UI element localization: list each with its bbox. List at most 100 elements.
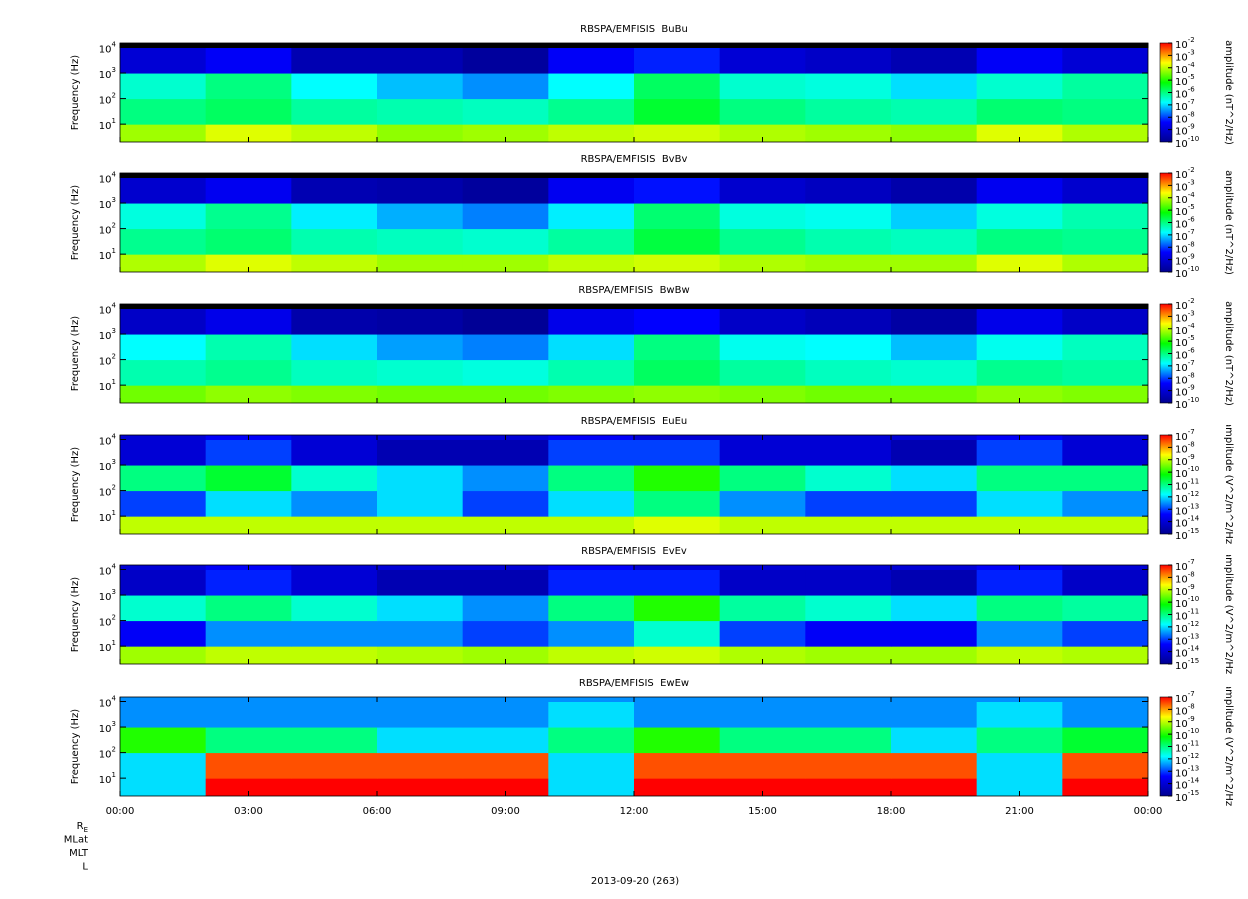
colorbar-tick-label: 10-8: [1175, 570, 1195, 585]
cell: [377, 701, 464, 728]
cell: [634, 435, 721, 440]
cell: [291, 304, 378, 309]
colorbar-tick-label-exponent: -7: [1188, 98, 1195, 106]
cell: [891, 569, 978, 596]
cell: [120, 254, 207, 272]
colorbar-tick-label: 10-12: [1175, 620, 1199, 635]
colorbar-tick-label-exponent: -10: [1188, 595, 1199, 603]
y-tick-label-base: 10: [99, 513, 112, 524]
cell: [291, 439, 378, 466]
cell: [377, 98, 464, 125]
cell: [891, 701, 978, 728]
cell: [291, 565, 378, 570]
ephemeris-label-text: L: [82, 862, 88, 873]
cell: [976, 47, 1063, 74]
cell: [548, 73, 635, 100]
colorbar-tick-label: 10-8: [1175, 110, 1195, 125]
cell: [377, 439, 464, 466]
cell: [719, 465, 806, 492]
cell: [976, 465, 1063, 492]
colorbar-tick-label-base: 10: [1175, 139, 1188, 150]
colorbar-tick-label: 10-11: [1175, 740, 1199, 755]
cell: [548, 646, 635, 664]
colorbar-label: amplitude (nT^2/Hz): [1223, 170, 1234, 275]
colorbar-tick-label-base: 10: [1175, 102, 1188, 113]
cell: [719, 203, 806, 230]
colorbar-tick-label-exponent: -8: [1188, 110, 1195, 118]
colorbar-tick-label: 10-14: [1175, 645, 1200, 660]
cell: [548, 727, 635, 754]
cell: [205, 727, 292, 754]
cell: [719, 124, 806, 142]
colorbar-tick-label-base: 10: [1175, 612, 1188, 623]
colorbar-tick-label-base: 10: [1175, 195, 1188, 206]
colorbar-tick-label-base: 10: [1175, 90, 1188, 101]
colorbar-tick-label: 10-10: [1175, 595, 1199, 610]
y-tick-label-exponent: 2: [112, 746, 116, 754]
cell: [291, 203, 378, 230]
colorbar-tick-label-exponent: -5: [1188, 203, 1195, 211]
cell: [805, 435, 892, 440]
cell: [891, 47, 978, 74]
cell: [891, 124, 978, 142]
cell: [805, 308, 892, 335]
cell: [1062, 569, 1148, 596]
y-tick-label-exponent: 3: [112, 720, 116, 728]
cell: [805, 727, 892, 754]
cell: [719, 254, 806, 272]
y-tick-label-base: 10: [99, 592, 112, 603]
colorbar-label: amplitude (V^2/m^2/Hz): [1223, 551, 1234, 678]
y-tick-label: 103: [99, 588, 116, 603]
colorbar-tick-label-base: 10: [1175, 257, 1188, 268]
colorbar-tick-label-base: 10: [1175, 781, 1188, 792]
cell: [548, 465, 635, 492]
cell: [891, 308, 978, 335]
cell: [976, 490, 1063, 517]
y-tick-label: 104: [99, 694, 117, 709]
cell: [891, 173, 978, 178]
cell: [377, 334, 464, 361]
cell: [205, 47, 292, 74]
y-tick-label-exponent: 1: [112, 378, 116, 386]
y-tick-label-exponent: 1: [112, 247, 116, 255]
colorbar-tick-label: 10-11: [1175, 478, 1199, 493]
colorbar-tick-label-exponent: -9: [1188, 715, 1195, 723]
cell: [120, 43, 207, 48]
cell: [462, 47, 549, 74]
cell: [1062, 701, 1148, 728]
cell: [120, 439, 207, 466]
cell: [634, 565, 721, 570]
cell: [1062, 752, 1148, 779]
colorbar-tick-label-base: 10: [1175, 375, 1188, 386]
cell: [205, 752, 292, 779]
cell: [1062, 124, 1148, 142]
cell: [462, 727, 549, 754]
cell: [462, 334, 549, 361]
colorbar-tick-label: 10-14: [1175, 515, 1200, 530]
y-tick-label: 101: [99, 509, 116, 524]
y-axis-label: Frequency (Hz): [70, 316, 81, 392]
colorbar-tick-label: 10-10: [1175, 396, 1199, 411]
colorbar-tick-label-exponent: -7: [1188, 359, 1195, 367]
cell: [719, 490, 806, 517]
colorbar-tick-label-base: 10: [1175, 494, 1188, 505]
colorbar-tick-label: 10-6: [1175, 347, 1195, 362]
cell: [120, 620, 207, 647]
colorbar-tick-label-exponent: -7: [1188, 690, 1195, 698]
cell: [291, 98, 378, 125]
x-tick-label: 15:00: [748, 806, 777, 817]
y-tick-label-base: 10: [99, 436, 112, 447]
cell: [377, 308, 464, 335]
cell: [805, 334, 892, 361]
cell: [1062, 304, 1148, 309]
cell: [462, 98, 549, 125]
colorbar-tick-label-base: 10: [1175, 624, 1188, 635]
cell: [891, 752, 978, 779]
cell: [1062, 516, 1148, 534]
cell: [976, 752, 1063, 779]
cell: [805, 646, 892, 664]
colorbar-tick-label-exponent: -3: [1188, 48, 1195, 56]
y-tick-label-base: 10: [99, 643, 112, 654]
cell: [377, 620, 464, 647]
cell: [548, 439, 635, 466]
